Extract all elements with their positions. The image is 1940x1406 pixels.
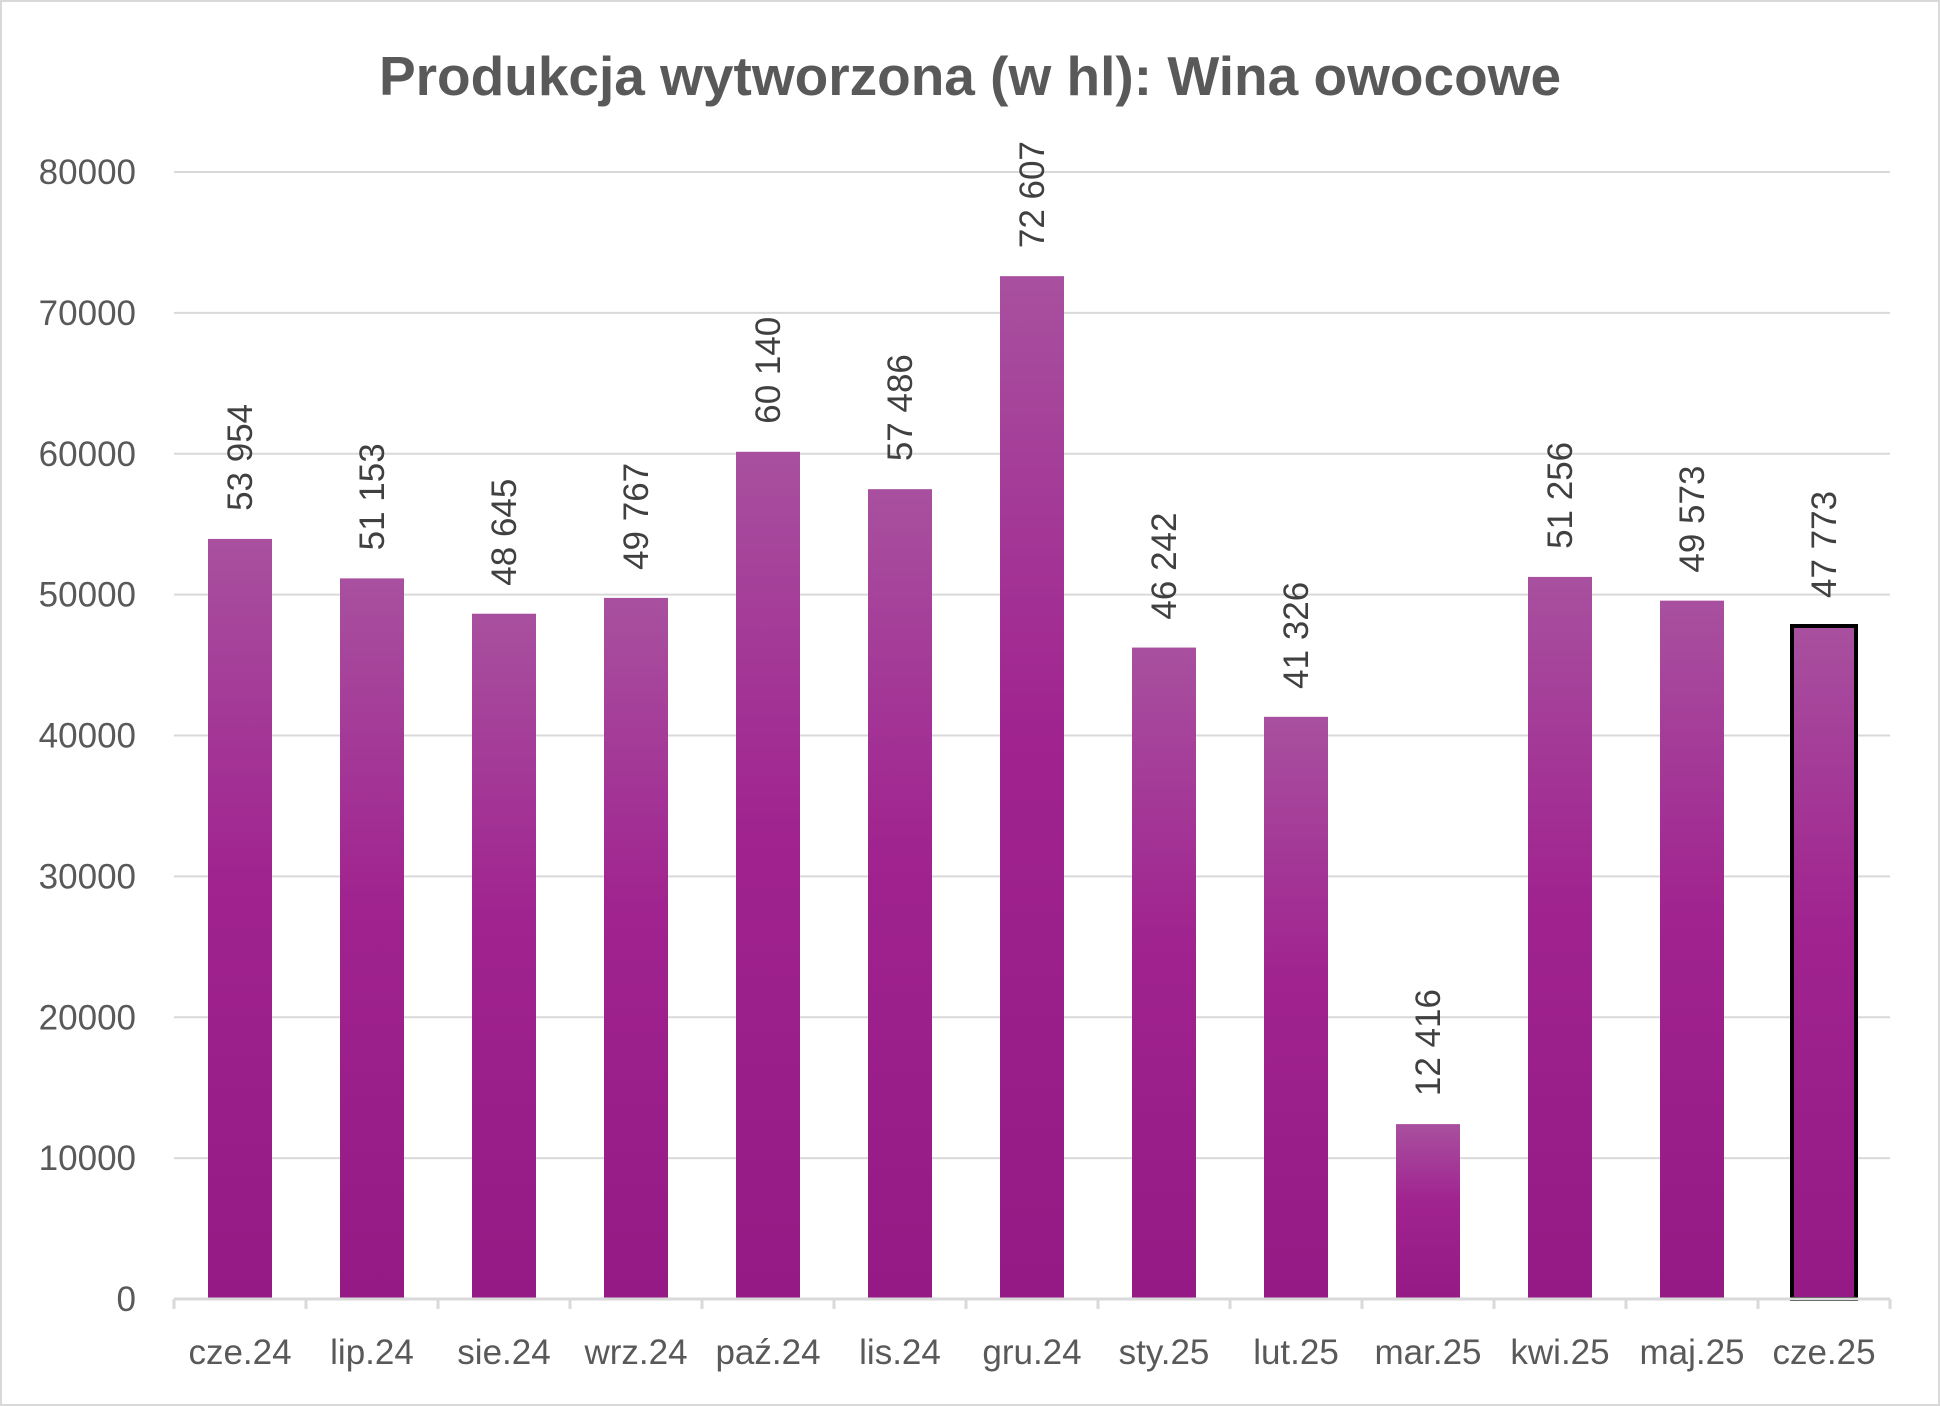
bar-wrz.24 <box>604 597 668 1299</box>
bar-sie.24 <box>472 613 536 1299</box>
data-label: 51 256 <box>1541 442 1580 549</box>
x-tick-label: cze.25 <box>1772 1333 1875 1372</box>
data-label: 49 767 <box>617 463 656 570</box>
x-tick-label: lis.24 <box>859 1333 941 1372</box>
data-label: 57 486 <box>881 354 920 461</box>
x-tick-label: cze.24 <box>188 1333 291 1372</box>
data-label: 60 140 <box>749 317 788 424</box>
data-label: 53 954 <box>221 404 260 511</box>
bar-mar.25 <box>1396 1124 1460 1299</box>
x-tick-label: lip.24 <box>330 1333 414 1372</box>
x-axis-tick-labels: cze.24 lip.24 sie.24 wrz.24 paź.24 lis.24 gru.… <box>188 1333 1875 1372</box>
y-tick-label: 60000 <box>39 435 136 474</box>
bar-gru.24 <box>1000 276 1064 1299</box>
y-tick-label: 0 <box>117 1280 136 1319</box>
x-tick-label: lut.25 <box>1253 1333 1339 1372</box>
bar-lis.24 <box>868 489 932 1299</box>
y-axis-tick-labels: 0 10000 20000 30000 40000 50000 60000 70000 8000… <box>39 153 136 1319</box>
data-label: 72 607 <box>1013 141 1052 248</box>
x-axis <box>172 1297 1892 1309</box>
data-label: 49 573 <box>1673 466 1712 573</box>
x-tick-label: paź.24 <box>715 1333 820 1372</box>
bar-kwi.25 <box>1528 576 1592 1299</box>
y-tick-label: 10000 <box>39 1139 136 1178</box>
bar-cze.25 <box>1790 623 1858 1301</box>
data-label: 48 645 <box>485 479 524 586</box>
data-labels: 53 954 51 153 48 645 49 767 60 140 57 486 72 6… <box>221 141 1844 1096</box>
x-tick-label: sty.25 <box>1119 1333 1210 1372</box>
chart-title: Produkcja wytworzona (w hl): Wina owocow… <box>379 45 1561 107</box>
data-label: 46 242 <box>1145 513 1184 620</box>
bar-maj.25 <box>1660 600 1724 1299</box>
data-label: 47 773 <box>1805 491 1844 598</box>
y-tick-label: 50000 <box>39 576 136 615</box>
x-tick-label: kwi.25 <box>1510 1333 1609 1372</box>
bar-sty.25 <box>1132 647 1196 1299</box>
bars <box>208 276 1858 1301</box>
data-label: 51 153 <box>353 443 392 550</box>
x-tick-label: mar.25 <box>1375 1333 1482 1372</box>
y-tick-label: 30000 <box>39 857 136 896</box>
bar-lip.24 <box>340 578 404 1299</box>
x-tick-label: sie.24 <box>457 1333 550 1372</box>
x-tick-label: maj.25 <box>1639 1333 1744 1372</box>
x-tick-label: wrz.24 <box>583 1333 687 1372</box>
y-tick-label: 40000 <box>39 717 136 756</box>
data-label: 12 416 <box>1409 989 1448 1096</box>
bar-paź.24 <box>736 451 800 1300</box>
y-tick-label: 20000 <box>39 998 136 1037</box>
y-tick-label: 80000 <box>39 153 136 192</box>
bar-cze.24 <box>208 538 272 1299</box>
y-tick-label: 70000 <box>39 294 136 333</box>
x-tick-label: gru.24 <box>982 1333 1081 1372</box>
data-label: 41 326 <box>1277 582 1316 689</box>
bar-lut.25 <box>1264 716 1328 1299</box>
